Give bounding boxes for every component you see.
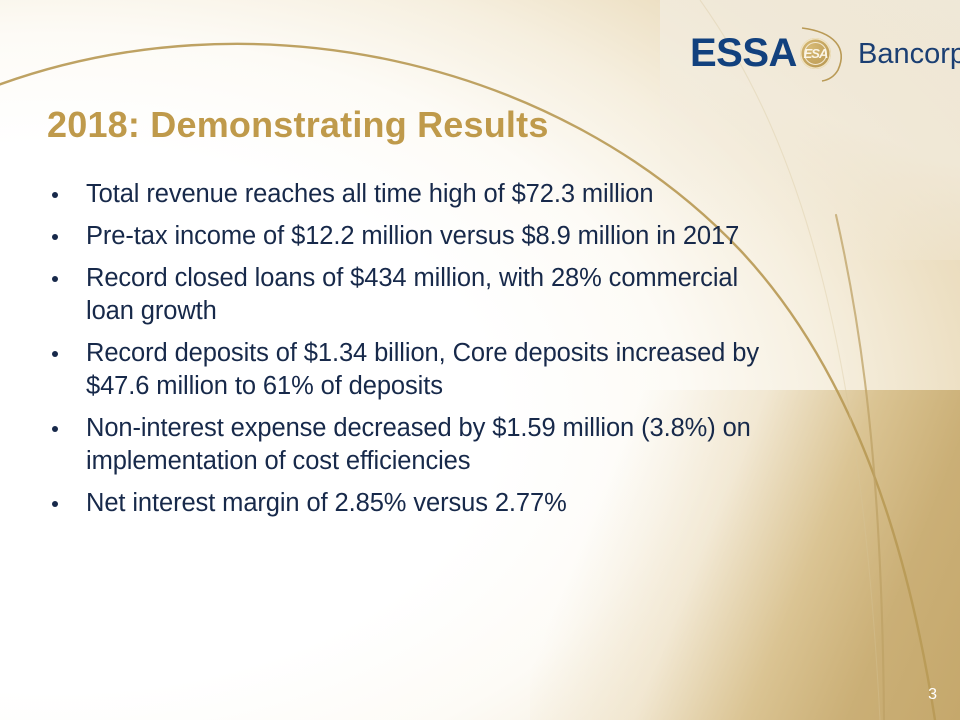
- bullet-list: Total revenue reaches all time high of $…: [44, 178, 774, 529]
- logo-arc-icon: [801, 27, 842, 82]
- essa-bancorp-logo: ESSA ESA Bancorp: [690, 27, 960, 85]
- bullet-text: Pre-tax income of $12.2 million versus $…: [86, 222, 740, 250]
- logo-monogram: ESA: [804, 42, 828, 65]
- page-title: 2018: Demonstrating Results: [47, 104, 549, 145]
- logo-wordmark: ESSA: [690, 31, 797, 75]
- list-item: Non-interest expense decreased by $1.59 …: [44, 412, 774, 478]
- list-item: Record deposits of $1.34 billion, Core d…: [44, 337, 774, 403]
- page-number: 3: [928, 686, 937, 703]
- list-item: Pre-tax income of $12.2 million versus $…: [44, 220, 774, 253]
- list-item: Total revenue reaches all time high of $…: [44, 178, 774, 211]
- bullet-text: Net interest margin of 2.85% versus 2.77…: [86, 489, 567, 517]
- list-item: Net interest margin of 2.85% versus 2.77…: [44, 487, 774, 520]
- bullet-text: Non-interest expense decreased by $1.59 …: [86, 414, 751, 475]
- bullet-text: Record closed loans of $434 million, wit…: [86, 264, 739, 325]
- logo-emblem-icon: ESA: [800, 38, 831, 69]
- bullet-text: Total revenue reaches all time high of $…: [86, 180, 654, 208]
- list-item: Record closed loans of $434 million, wit…: [44, 262, 774, 328]
- bullet-text: Record deposits of $1.34 billion, Core d…: [86, 339, 759, 400]
- logo-suffix: Bancorp: [858, 38, 960, 70]
